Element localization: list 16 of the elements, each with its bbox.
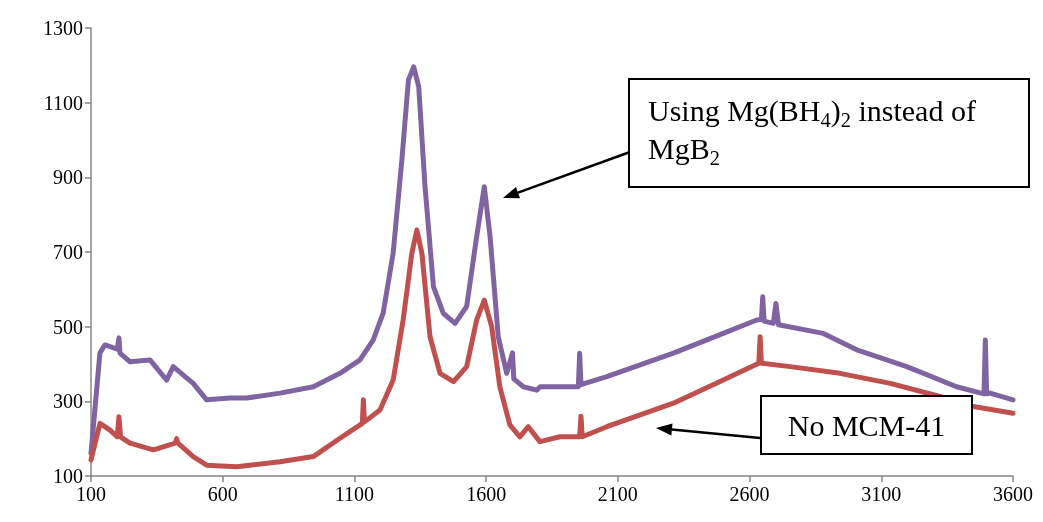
y-tick-label: 1300 xyxy=(43,17,83,39)
x-tick-label: 2600 xyxy=(729,483,770,505)
y-tick-label: 300 xyxy=(53,390,83,413)
x-tick-label: 2100 xyxy=(597,483,638,505)
y-tick-label: 1100 xyxy=(43,91,83,114)
x-tick-label: 1100 xyxy=(334,483,375,505)
x-tick-label: 3100 xyxy=(861,483,902,505)
callout-box: No MCM-41 xyxy=(760,395,973,455)
x-tick-label: 1600 xyxy=(466,483,507,505)
y-tick-label: 700 xyxy=(53,241,83,263)
callout-box: Using Mg(BH$_{4}$)$_{2}$ instead of MgB$_{2}$ xyxy=(628,78,1030,188)
y-tick-label: 900 xyxy=(53,166,83,189)
x-tick-label: 3600 xyxy=(993,483,1033,505)
annotation: No MCM-41 xyxy=(787,409,946,442)
y-tick-label: 500 xyxy=(53,315,83,338)
x-tick-label: 600 xyxy=(207,483,238,505)
